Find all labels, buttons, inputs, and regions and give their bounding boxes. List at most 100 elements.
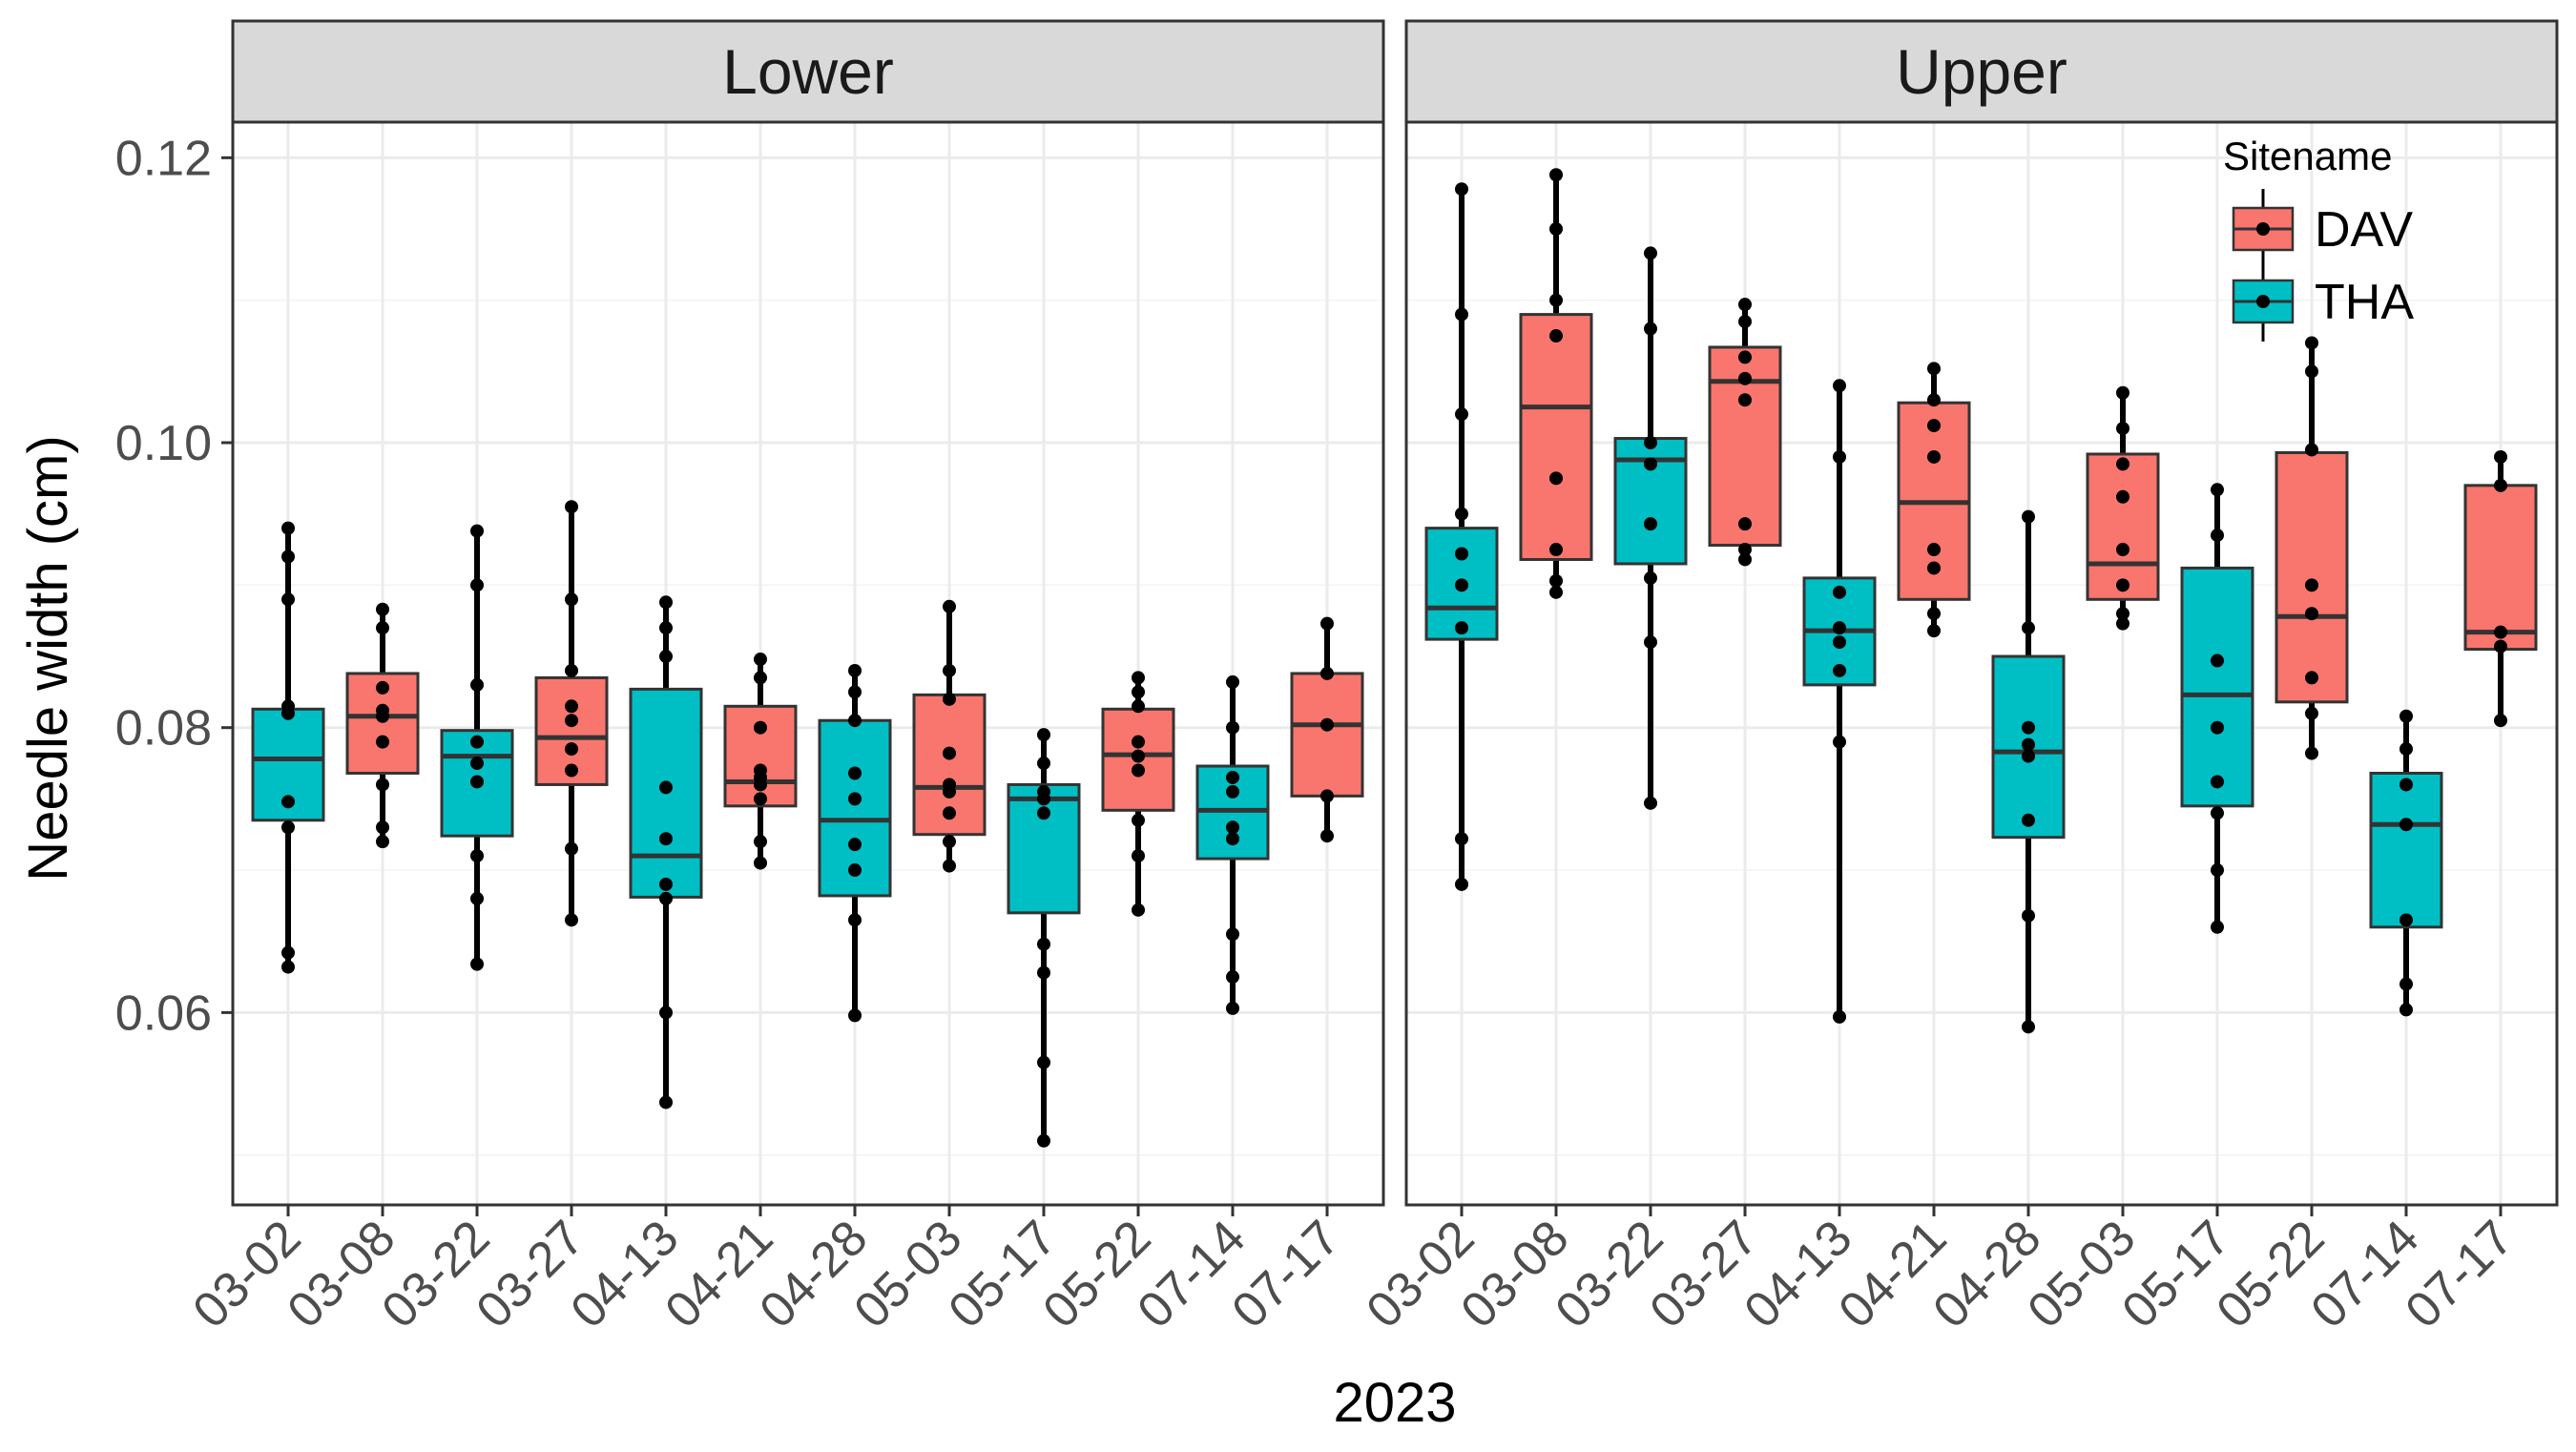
point-lower-07-17-1 bbox=[1320, 789, 1334, 803]
point-lower-03-22-5 bbox=[470, 735, 484, 749]
point-lower-03-22-7 bbox=[470, 578, 484, 592]
point-upper-03-02-7 bbox=[1455, 307, 1468, 322]
point-upper-04-21-2 bbox=[1927, 561, 1941, 575]
point-lower-05-03-5 bbox=[943, 746, 956, 760]
legend-key-point-tha bbox=[2256, 295, 2270, 308]
box-upper-04-13 bbox=[1802, 379, 1877, 1024]
point-lower-04-28-0 bbox=[848, 1008, 862, 1023]
box-lower-03-08 bbox=[345, 602, 420, 849]
point-upper-07-14-6 bbox=[2399, 709, 2413, 723]
point-lower-03-27-2 bbox=[565, 763, 578, 778]
point-lower-03-02-3 bbox=[281, 795, 295, 809]
box-upper-07-17 bbox=[2463, 449, 2538, 728]
point-lower-05-17-1 bbox=[1037, 1055, 1050, 1069]
point-lower-04-21-8 bbox=[754, 653, 767, 667]
legend-label-tha: THA bbox=[2315, 275, 2414, 330]
point-lower-07-14-0 bbox=[1226, 1001, 1239, 1015]
point-lower-03-08-0 bbox=[376, 835, 389, 849]
point-upper-04-28-5 bbox=[2022, 720, 2035, 735]
point-upper-04-13-7 bbox=[1833, 379, 1846, 393]
point-upper-05-22-3 bbox=[2305, 607, 2318, 621]
point-lower-05-03-4 bbox=[943, 778, 956, 792]
panel-lower: Lower 03-0203-0803-2203-2704-1304-2104-2… bbox=[182, 19, 1385, 1339]
point-lower-05-17-0 bbox=[1037, 1133, 1050, 1148]
point-upper-03-27-1 bbox=[1738, 543, 1752, 557]
box-body-lower-07-17 bbox=[1290, 672, 1364, 798]
point-upper-03-02-6 bbox=[1455, 407, 1468, 422]
point-upper-04-28-6 bbox=[2022, 621, 2035, 635]
y-axis-title: Needle width (cm) bbox=[17, 435, 79, 881]
box-upper-07-14 bbox=[2369, 709, 2443, 1017]
point-lower-05-22-7 bbox=[1132, 685, 1145, 699]
legend-item-tha: THA bbox=[2232, 261, 2414, 342]
point-lower-05-17-3 bbox=[1037, 937, 1050, 951]
point-upper-03-22-0 bbox=[1644, 796, 1657, 810]
point-lower-04-28-8 bbox=[848, 663, 862, 677]
box-upper-03-27 bbox=[1708, 298, 1782, 567]
point-upper-04-28-3 bbox=[2022, 749, 2035, 763]
point-upper-03-27-0 bbox=[1738, 552, 1752, 567]
point-lower-03-27-8 bbox=[565, 500, 578, 514]
y-tick-label-2: 0.10 bbox=[115, 416, 212, 471]
point-upper-03-22-7 bbox=[1644, 246, 1657, 260]
point-upper-05-22-2 bbox=[2305, 671, 2318, 685]
point-upper-04-13-2 bbox=[1833, 663, 1846, 677]
point-upper-07-14-5 bbox=[2399, 742, 2413, 757]
point-lower-04-13-6 bbox=[659, 650, 673, 664]
box-body-upper-05-17 bbox=[2180, 566, 2254, 808]
box-body-upper-03-22 bbox=[1613, 437, 1688, 566]
box-body-upper-07-14 bbox=[2369, 771, 2443, 929]
point-upper-07-14-2 bbox=[2399, 913, 2413, 927]
point-lower-03-27-5 bbox=[565, 699, 578, 714]
box-upper-03-22 bbox=[1613, 246, 1688, 810]
x-axis-title: 2023 bbox=[1333, 1372, 1456, 1434]
point-lower-03-08-1 bbox=[376, 820, 389, 835]
point-upper-07-14-4 bbox=[2399, 778, 2413, 792]
point-upper-05-17-1 bbox=[2211, 863, 2224, 878]
point-lower-07-14-4 bbox=[1226, 820, 1239, 835]
box-body-upper-05-22 bbox=[2275, 450, 2349, 704]
y-tick-label-0: 0.06 bbox=[115, 985, 212, 1041]
point-upper-05-03-1 bbox=[2116, 607, 2129, 621]
point-lower-03-27-3 bbox=[565, 742, 578, 757]
point-upper-04-13-5 bbox=[1833, 585, 1846, 599]
point-upper-04-13-6 bbox=[1833, 449, 1846, 464]
point-upper-03-02-5 bbox=[1455, 507, 1468, 521]
point-upper-03-02-0 bbox=[1455, 877, 1468, 891]
legend-label-dav: DAV bbox=[2315, 202, 2413, 258]
point-upper-05-17-5 bbox=[2211, 653, 2224, 668]
point-lower-03-27-6 bbox=[565, 663, 578, 677]
point-upper-04-13-4 bbox=[1833, 621, 1846, 635]
point-lower-04-21-2 bbox=[754, 792, 767, 806]
point-upper-05-22-1 bbox=[2305, 706, 2318, 720]
point-lower-03-27-7 bbox=[565, 592, 578, 607]
point-lower-03-02-6 bbox=[281, 592, 295, 607]
point-upper-05-22-4 bbox=[2305, 578, 2318, 592]
box-lower-05-03 bbox=[912, 599, 987, 873]
point-lower-05-17-7 bbox=[1037, 757, 1050, 771]
box-body-upper-03-08 bbox=[1519, 313, 1593, 561]
point-upper-05-17-4 bbox=[2211, 720, 2224, 735]
point-lower-05-03-7 bbox=[943, 663, 956, 677]
point-upper-04-28-4 bbox=[2022, 737, 2035, 752]
box-body-upper-05-03 bbox=[2086, 452, 2160, 601]
point-lower-05-17-2 bbox=[1037, 965, 1050, 980]
point-lower-04-13-4 bbox=[659, 832, 673, 846]
point-upper-05-17-6 bbox=[2211, 529, 2224, 543]
point-upper-03-08-6 bbox=[1549, 222, 1563, 237]
point-lower-04-21-6 bbox=[754, 720, 767, 735]
point-lower-05-03-6 bbox=[943, 692, 956, 706]
point-lower-03-08-8 bbox=[376, 602, 389, 616]
box-lower-07-14 bbox=[1195, 674, 1270, 1015]
point-upper-07-17-0 bbox=[2494, 714, 2507, 728]
plot-area-upper bbox=[1406, 122, 2557, 1205]
legend-key-point-dav bbox=[2256, 222, 2270, 236]
point-lower-03-08-7 bbox=[376, 621, 389, 635]
box-body-upper-07-17 bbox=[2463, 484, 2538, 652]
point-lower-04-28-4 bbox=[848, 792, 862, 806]
box-upper-05-03 bbox=[2086, 385, 2160, 631]
point-upper-04-28-7 bbox=[2022, 509, 2035, 524]
boxes-upper bbox=[1424, 168, 2538, 1034]
point-lower-07-14-5 bbox=[1226, 784, 1239, 799]
